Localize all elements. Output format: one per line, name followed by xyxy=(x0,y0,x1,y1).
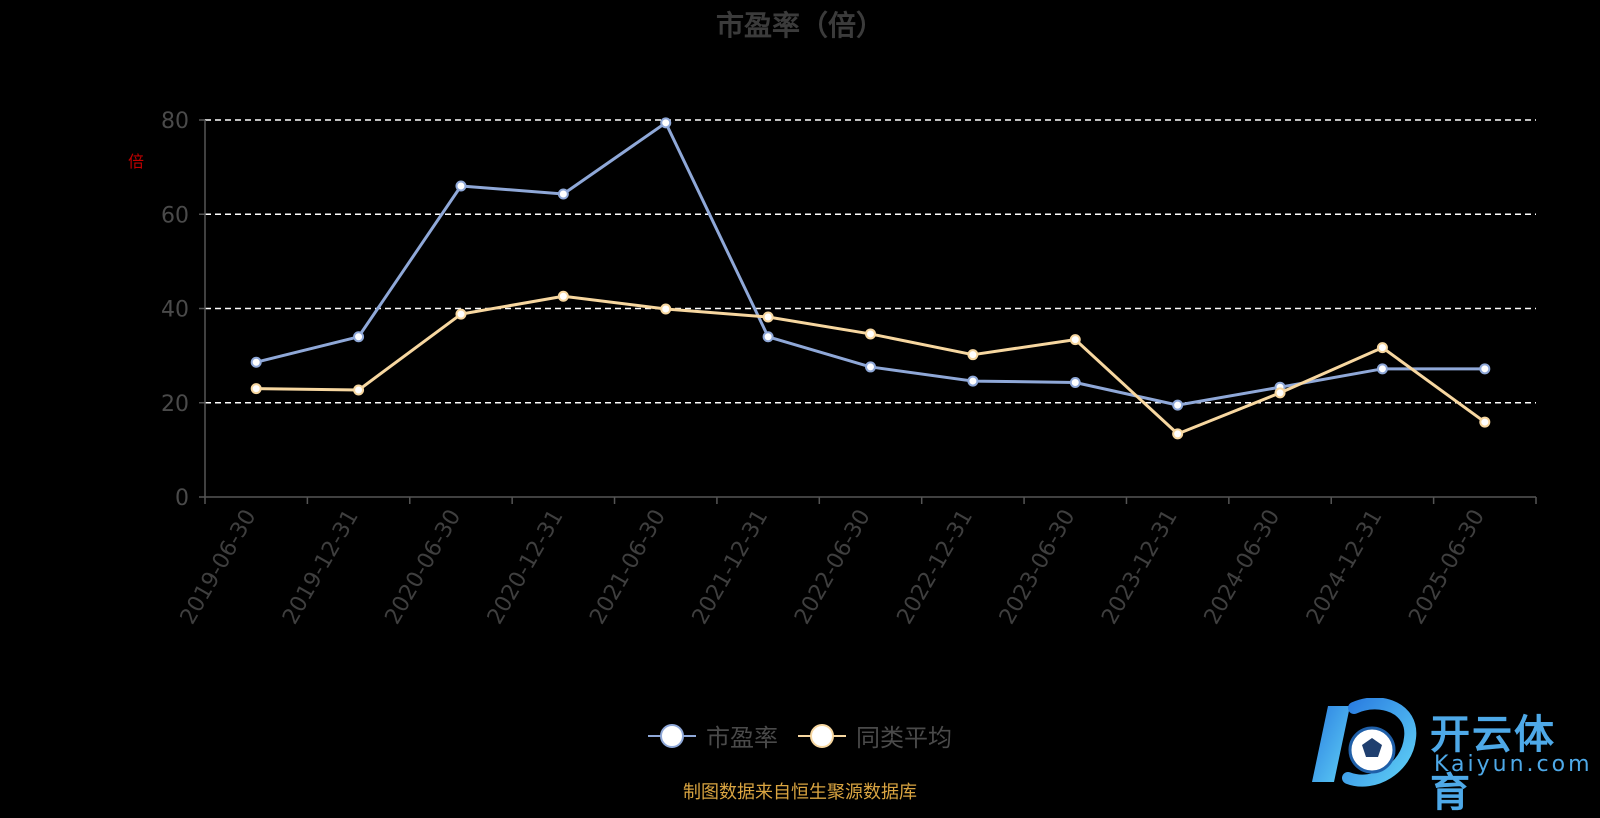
y-axis-unit-label: 倍 xyxy=(128,152,145,171)
y-tick-label: 0 xyxy=(175,486,189,511)
data-point-1 xyxy=(1376,342,1388,354)
data-point-1 xyxy=(660,303,672,315)
x-tick-label: 2023-06-30 xyxy=(995,506,1081,629)
data-point-0 xyxy=(1172,399,1184,411)
data-point-0 xyxy=(250,356,262,368)
x-tick-label: 2019-12-31 xyxy=(278,506,364,629)
data-point-1 xyxy=(762,311,774,323)
legend-item-pe[interactable]: 市盈率 xyxy=(648,718,778,753)
data-point-0 xyxy=(1069,376,1081,388)
x-tick-label: 2021-06-30 xyxy=(585,506,671,629)
data-point-1 xyxy=(1172,428,1184,440)
data-point-0 xyxy=(660,117,672,129)
y-tick-label: 60 xyxy=(161,203,189,228)
y-tick-label: 20 xyxy=(161,392,189,417)
data-point-1 xyxy=(250,383,262,395)
legend-label-peer-avg: 同类平均 xyxy=(856,724,952,752)
data-point-0 xyxy=(353,331,365,343)
logo-url-text: Kaiyun.com xyxy=(1434,752,1593,777)
data-point-0 xyxy=(762,331,774,343)
data-source-note: 制图数据来自恒生聚源数据库 xyxy=(683,782,917,803)
chart-title: 市盈率（倍） xyxy=(715,9,884,42)
x-tick-label: 2022-12-31 xyxy=(893,506,979,629)
x-tick-label: 2024-06-30 xyxy=(1200,506,1286,629)
data-point-1 xyxy=(1479,416,1491,428)
legend-item-peer-avg[interactable]: 同类平均 xyxy=(798,718,952,753)
legend-label-pe: 市盈率 xyxy=(706,724,778,752)
x-tick-label: 2020-06-30 xyxy=(381,506,467,629)
legend: 市盈率 同类平均 xyxy=(0,718,1600,753)
x-tick-label: 2021-12-31 xyxy=(688,506,774,629)
legend-swatch-pe xyxy=(648,723,696,748)
data-point-1 xyxy=(353,384,365,396)
x-tick-label: 2019-06-30 xyxy=(176,506,262,629)
y-tick-label: 40 xyxy=(161,298,189,323)
x-tick-label: 2022-06-30 xyxy=(790,506,876,629)
data-point-0 xyxy=(557,188,569,200)
legend-swatch-peer-avg xyxy=(798,723,846,748)
data-point-1 xyxy=(967,349,979,361)
data-point-1 xyxy=(557,290,569,302)
kaiyun-logo-icon xyxy=(1312,697,1417,787)
x-tick-label: 2023-12-31 xyxy=(1097,506,1183,629)
data-point-1 xyxy=(1274,387,1286,399)
x-tick-label: 2020-12-31 xyxy=(483,506,569,629)
brand-logo: 开云体育 Kaiyun.com xyxy=(1310,697,1593,816)
data-point-1 xyxy=(1069,334,1081,346)
data-point-1 xyxy=(865,328,876,340)
data-point-0 xyxy=(967,375,979,387)
y-tick-label: 80 xyxy=(161,109,189,134)
x-tick-label: 2025-06-30 xyxy=(1404,506,1490,629)
data-point-0 xyxy=(455,180,467,192)
data-point-0 xyxy=(1376,363,1388,375)
data-point-1 xyxy=(455,308,467,320)
data-point-0 xyxy=(1479,363,1491,375)
data-point-0 xyxy=(865,361,876,373)
x-tick-label: 2024-12-31 xyxy=(1302,506,1388,629)
